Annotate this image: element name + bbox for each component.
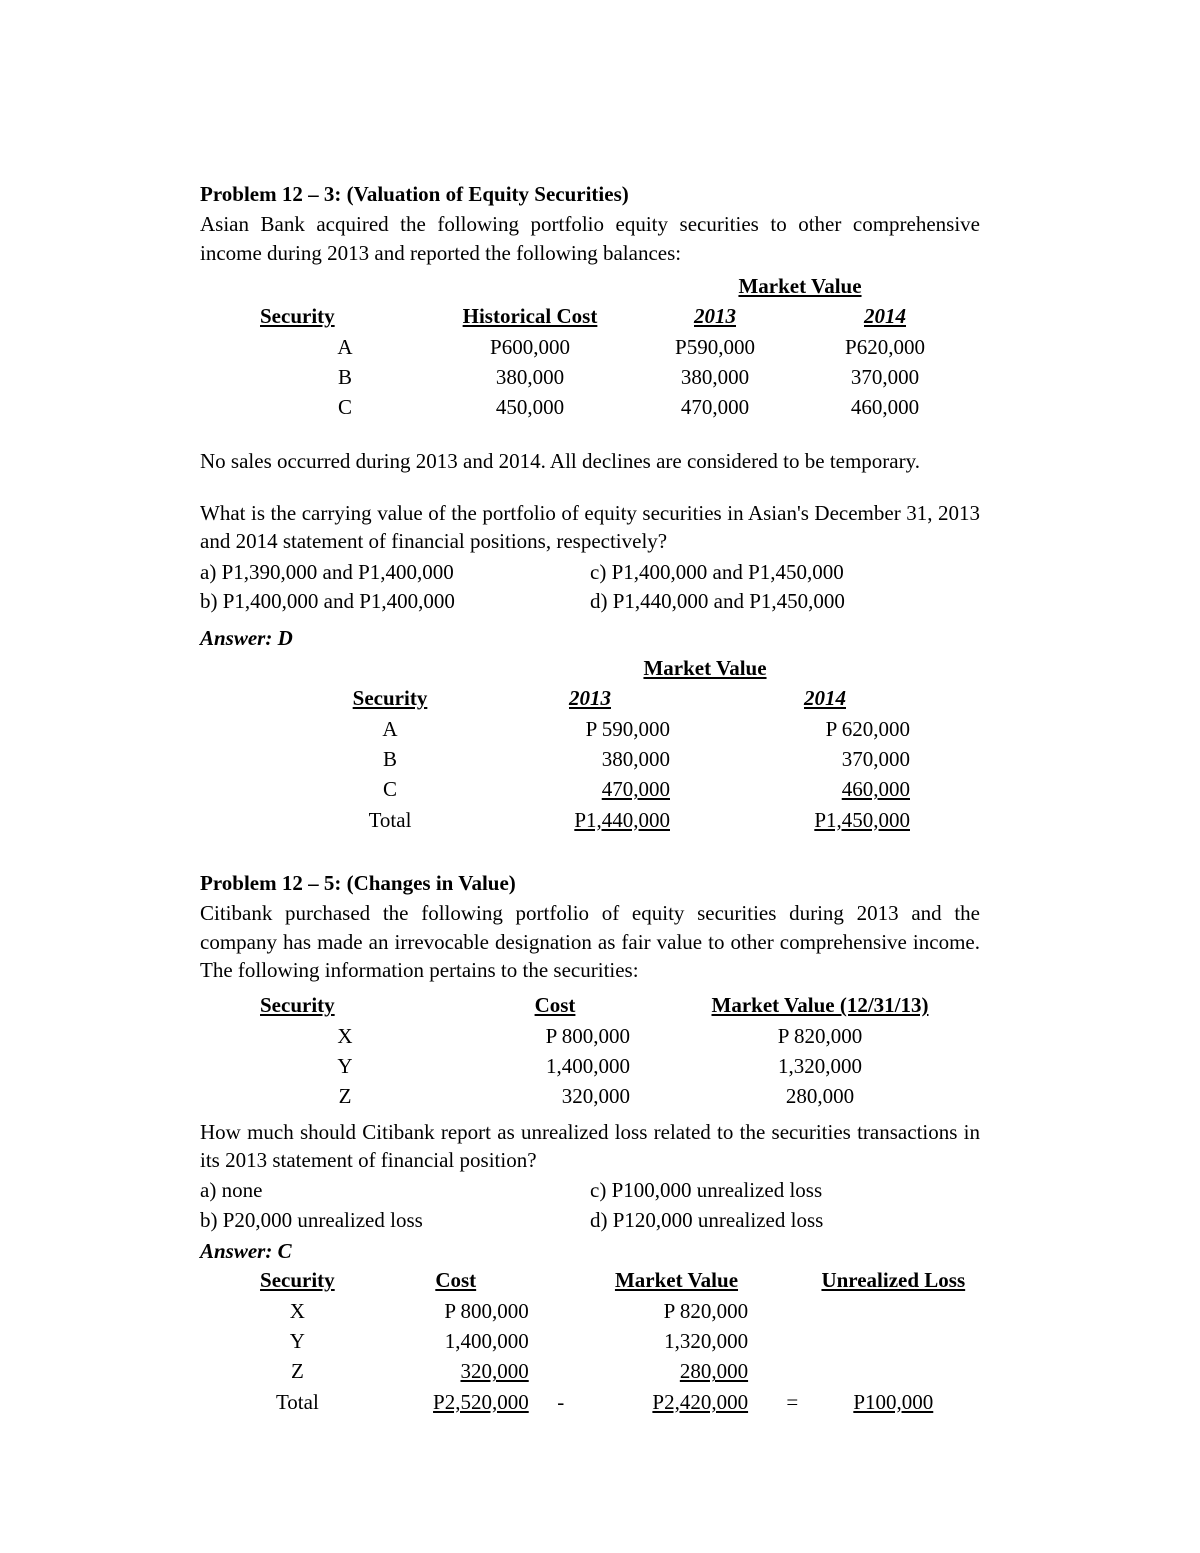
col-cost: Cost: [430, 990, 680, 1020]
table-row: A P 590,000 P 620,000: [310, 714, 940, 744]
mv-header: Market Value: [470, 653, 940, 683]
col-security: Security: [260, 990, 430, 1020]
col-hist: Historical Cost: [430, 301, 630, 331]
problem-1-note: No sales occurred during 2013 and 2014. …: [200, 447, 980, 475]
answer-1-table: Market Value Security 2013 2014 A P 590,…: [310, 653, 980, 835]
col-security: Security: [310, 683, 470, 713]
table-row: Y 1,400,000 1,320,000: [230, 1326, 980, 1356]
table-row: A P600,000 P590,000 P620,000: [260, 332, 970, 362]
table-row: Z 320,000 280,000: [260, 1081, 960, 1111]
col-security: Security: [230, 1265, 365, 1295]
problem-1-options: a) P1,390,000 and P1,400,000 b) P1,400,0…: [200, 558, 980, 617]
option-b: b) P1,400,000 and P1,400,000: [200, 587, 590, 615]
page: Problem 12 – 3: (Valuation of Equity Sec…: [0, 0, 1200, 1553]
col-2014: 2014: [800, 301, 970, 331]
problem-2-answer: Answer: C: [200, 1237, 980, 1265]
table-row-total: Total P2,520,000 - P2,420,000 = P100,000: [230, 1387, 980, 1417]
problem-1-intro: Asian Bank acquired the following portfo…: [200, 210, 980, 267]
mv-header: Market Value: [630, 271, 970, 301]
problem-1-table: Market Value Security Historical Cost 20…: [260, 271, 980, 423]
option-d: d) P1,440,000 and P1,450,000: [590, 587, 980, 615]
col-2013: 2013: [630, 301, 800, 331]
problem-2-options: a) none b) P20,000 unrealized loss c) P1…: [200, 1176, 980, 1235]
problem-2-intro: Citibank purchased the following portfol…: [200, 899, 980, 984]
problem-1-title: Problem 12 – 3: (Valuation of Equity Sec…: [200, 180, 980, 208]
option-d: d) P120,000 unrealized loss: [590, 1206, 980, 1234]
table-row-total: Total P1,440,000 P1,450,000: [310, 805, 940, 835]
col-mv: Market Value (12/31/13): [680, 990, 960, 1020]
col-ul: Unrealized Loss: [807, 1265, 980, 1295]
problem-1-question: What is the carrying value of the portfo…: [200, 499, 980, 556]
table-row: Y 1,400,000 1,320,000: [260, 1051, 960, 1081]
col-2014: 2014: [710, 683, 940, 713]
problem-2-question: How much should Citibank report as unrea…: [200, 1118, 980, 1175]
equals-sign: =: [778, 1387, 807, 1417]
option-a: a) P1,390,000 and P1,400,000: [200, 558, 590, 586]
table-row: C 470,000 460,000: [310, 774, 940, 804]
table-row: B 380,000 380,000 370,000: [260, 362, 970, 392]
table-row: X P 800,000 P 820,000: [230, 1296, 980, 1326]
table-row: X P 800,000 P 820,000: [260, 1021, 960, 1051]
option-c: c) P100,000 unrealized loss: [590, 1176, 980, 1204]
problem-1-answer: Answer: D: [200, 624, 980, 652]
problem-2-table: Security Cost Market Value (12/31/13) X …: [260, 990, 980, 1111]
col-mv: Market Value: [575, 1265, 778, 1295]
option-b: b) P20,000 unrealized loss: [200, 1206, 590, 1234]
col-security: Security: [260, 301, 430, 331]
answer-2-table: Security Cost Market Value Unrealized Lo…: [230, 1265, 980, 1417]
table-row: B 380,000 370,000: [310, 744, 940, 774]
minus-sign: -: [547, 1387, 575, 1417]
option-c: c) P1,400,000 and P1,450,000: [590, 558, 980, 586]
table-row: C 450,000 470,000 460,000: [260, 392, 970, 422]
option-a: a) none: [200, 1176, 590, 1204]
table-row: Z 320,000 280,000: [230, 1356, 980, 1386]
problem-2-title: Problem 12 – 5: (Changes in Value): [200, 869, 980, 897]
col-cost: Cost: [365, 1265, 547, 1295]
col-2013: 2013: [470, 683, 710, 713]
